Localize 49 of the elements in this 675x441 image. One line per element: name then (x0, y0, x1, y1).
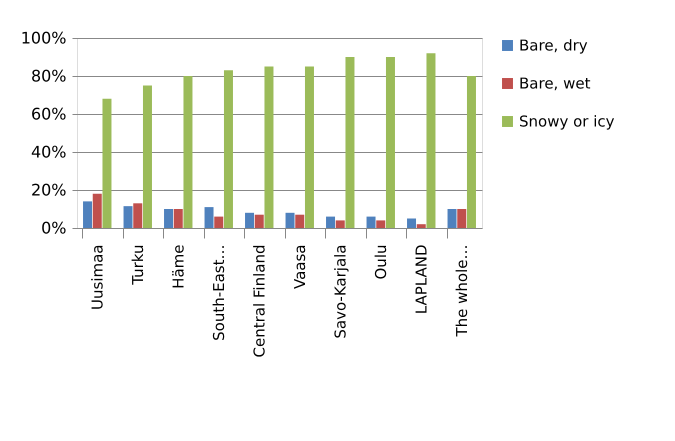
bar (426, 53, 436, 228)
bar (366, 216, 376, 228)
bar (142, 86, 152, 228)
bar (174, 209, 183, 228)
x-tick-label: Central Finland (250, 244, 268, 358)
bar (386, 57, 395, 228)
bar (448, 209, 457, 228)
bar (407, 218, 416, 228)
bar (133, 203, 142, 228)
legend-label: Bare, wet (519, 74, 591, 92)
bar (457, 209, 466, 228)
bar (376, 220, 386, 228)
x-tick-label: Turku (128, 244, 147, 286)
bar (214, 216, 224, 228)
bar (466, 76, 476, 228)
x-tick-label: The whole… (452, 244, 471, 338)
x-tick-label: South-East… (210, 244, 228, 341)
bar (254, 214, 264, 228)
bar (92, 194, 102, 228)
y-tick-label: 20% (30, 180, 66, 200)
bar (326, 216, 336, 228)
x-tick-label: Häme (169, 244, 188, 289)
bar (124, 206, 133, 228)
y-tick-label: 0% (41, 218, 66, 238)
y-tick-label: 60% (30, 104, 66, 124)
bar (345, 57, 354, 228)
bar (83, 201, 92, 228)
x-tick-label: Vaasa (290, 244, 309, 289)
bar (286, 212, 295, 228)
bar (295, 214, 304, 228)
bar (416, 224, 426, 228)
bar (304, 66, 314, 228)
legend-label: Snowy or icy (519, 112, 615, 130)
bar (102, 98, 112, 228)
x-tick-label: LAPLAND (412, 244, 430, 314)
bar (183, 76, 192, 228)
x-tick-label: Savo-Karjala (331, 244, 350, 339)
bar (336, 220, 345, 228)
bar (224, 70, 233, 228)
x-tick-label: Uusimaa (88, 244, 106, 310)
y-tick-label: 100% (20, 28, 66, 48)
legend-label: Bare, dry (519, 36, 588, 54)
bar (204, 207, 214, 228)
x-tick-label: Oulu (372, 244, 390, 280)
bar (164, 209, 174, 228)
bar (245, 212, 254, 228)
y-tick-label: 40% (30, 142, 66, 162)
y-tick-label: 80% (30, 66, 66, 86)
bar (264, 66, 274, 228)
